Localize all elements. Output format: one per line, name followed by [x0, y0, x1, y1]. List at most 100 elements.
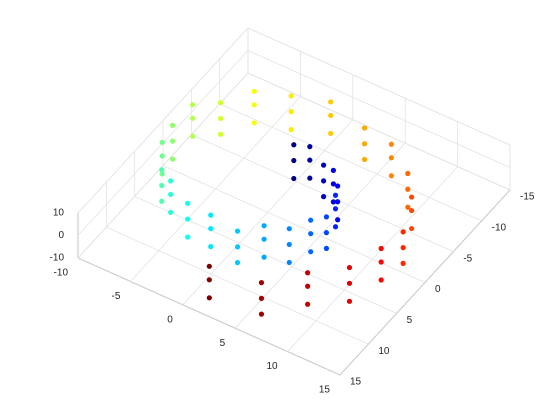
data-point — [169, 156, 176, 162]
grid-line — [191, 134, 454, 253]
data-point — [159, 182, 165, 189]
data-point — [291, 157, 297, 164]
data-point — [308, 249, 314, 255]
data-point — [332, 192, 339, 198]
data-point — [388, 141, 394, 147]
data-point — [258, 311, 265, 317]
data-point — [261, 223, 267, 229]
data-point — [305, 283, 311, 289]
grid-line — [106, 226, 369, 345]
data-point — [332, 206, 339, 212]
data-point — [409, 225, 415, 232]
data-point — [159, 171, 165, 177]
data-point — [286, 226, 292, 232]
data-point — [208, 212, 214, 218]
data-point — [405, 170, 411, 177]
grid-line — [77, 257, 341, 376]
data-point — [185, 216, 191, 222]
data-point — [208, 226, 214, 232]
data-point — [323, 245, 330, 252]
data-point — [409, 207, 415, 214]
data-point — [346, 280, 353, 286]
z-tick-label: 10 — [53, 208, 65, 219]
grid-line — [247, 72, 511, 191]
data-point — [251, 102, 257, 108]
data-point — [261, 254, 267, 260]
data-point — [251, 88, 257, 94]
data-point — [190, 115, 196, 121]
data-point — [206, 263, 212, 269]
grid-line — [247, 27, 511, 146]
data-point — [234, 228, 241, 234]
data-point — [217, 115, 224, 122]
data-point — [234, 244, 241, 250]
data-point — [206, 277, 212, 283]
y-tick-label: 15 — [350, 377, 362, 388]
data-point — [288, 109, 294, 115]
data-point — [332, 224, 339, 230]
data-point — [261, 236, 267, 242]
data-point — [405, 186, 411, 192]
data-point — [330, 167, 336, 173]
y-tick-label: 0 — [435, 284, 441, 295]
data-point — [307, 144, 313, 150]
data-point — [330, 199, 336, 205]
data-point — [388, 155, 394, 161]
data-point — [378, 259, 384, 265]
data-point — [361, 141, 368, 147]
data-point — [335, 199, 341, 205]
data-point — [159, 153, 165, 159]
data-point — [251, 120, 257, 126]
data-point — [330, 181, 336, 187]
x-tick-label: -10 — [54, 268, 69, 279]
data-point — [361, 125, 368, 131]
data-point — [258, 280, 265, 286]
data-point — [335, 183, 341, 189]
data-point — [400, 229, 406, 235]
data-point — [307, 157, 313, 163]
data-point — [190, 133, 196, 139]
x-tick-label: -5 — [111, 291, 120, 302]
data-point — [378, 277, 384, 283]
z-tick-label: 0 — [58, 230, 64, 241]
y-tick-label: 5 — [407, 315, 413, 326]
data-point — [286, 241, 292, 248]
x-tick-label: 5 — [220, 338, 226, 349]
y-tick-label: -10 — [492, 222, 507, 233]
grid-line — [219, 103, 482, 222]
data-point — [400, 245, 406, 251]
data-point — [307, 175, 313, 181]
data-point — [323, 214, 330, 220]
data-point — [328, 130, 334, 137]
x-tick-label: 0 — [167, 314, 173, 325]
grid-line — [77, 72, 249, 259]
data-point — [190, 102, 196, 108]
data-point — [234, 260, 241, 266]
y-tick-label: -15 — [520, 192, 535, 203]
data-point — [288, 127, 294, 133]
x-tick-label: 10 — [266, 361, 278, 372]
data-point — [258, 295, 265, 301]
data-point — [305, 301, 311, 307]
data-point — [328, 99, 334, 105]
grid-line — [134, 195, 397, 314]
y-tick-label: -5 — [463, 253, 472, 264]
data-point — [361, 156, 368, 163]
data-point — [305, 270, 311, 276]
grid-line — [77, 27, 249, 214]
y-tick-label: 10 — [378, 346, 390, 357]
grid-line — [162, 165, 426, 283]
z-tick-label: -10 — [50, 253, 65, 264]
data-point — [321, 178, 327, 184]
data-point — [409, 194, 415, 200]
data-point — [185, 200, 191, 206]
data-point — [168, 209, 174, 215]
x-tick-label: 15 — [319, 385, 331, 396]
data-point — [217, 131, 224, 137]
data-point — [346, 298, 353, 304]
data-point — [405, 204, 411, 210]
data-point — [206, 295, 212, 301]
data-point — [291, 142, 297, 148]
data-point — [321, 194, 327, 200]
